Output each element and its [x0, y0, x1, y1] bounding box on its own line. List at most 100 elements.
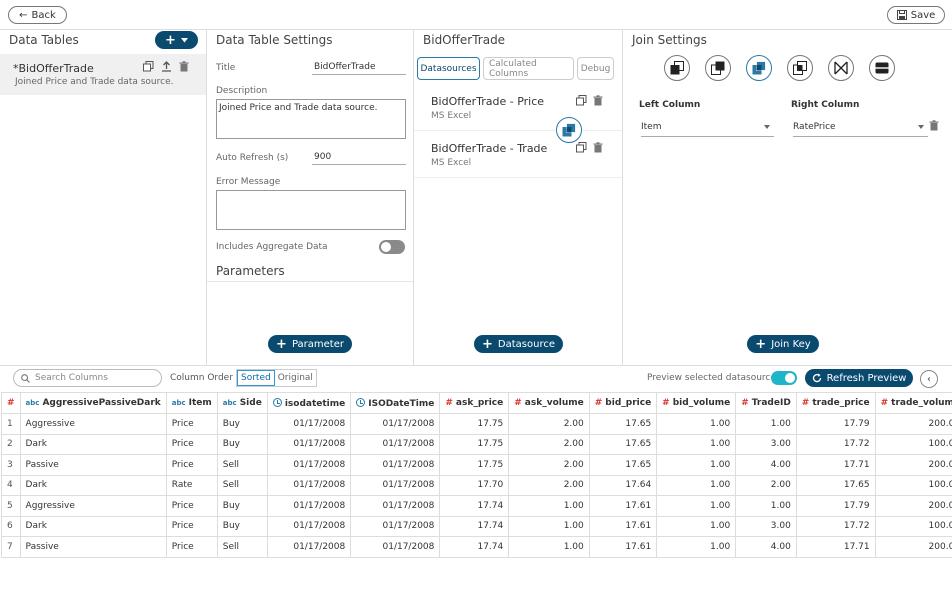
column-header[interactable]: # ask_volume — [508, 392, 590, 414]
tab-debug[interactable]: Debug — [577, 57, 614, 80]
add-data-table-button[interactable]: + — [155, 31, 198, 49]
table-cell: 4.00 — [735, 454, 797, 476]
table-cell: Buy — [216, 433, 268, 455]
trash-icon[interactable] — [929, 120, 939, 131]
column-order-label: Column Order — [170, 373, 233, 383]
table-cell: 2 — [1, 433, 21, 455]
column-header[interactable]: # TradeID — [735, 392, 797, 414]
add-parameter-label: Parameter — [291, 338, 344, 350]
aggregate-data-toggle[interactable] — [379, 240, 405, 254]
table-row: 5 Aggressive Price Buy 01/17/2008 01/17/2008 1… — [1, 495, 952, 517]
union-join-icon — [875, 62, 889, 74]
auto-refresh-input[interactable]: 900 — [312, 152, 406, 165]
add-join-key-button[interactable]: + Join Key — [747, 335, 819, 353]
plus-icon: + — [165, 32, 176, 48]
floppy-disk-icon — [896, 10, 907, 20]
chevron-down-icon — [918, 125, 924, 129]
row-number-header: # — [1, 392, 21, 414]
error-message-textarea[interactable] — [216, 190, 406, 230]
chevron-left-icon: ‹ — [927, 373, 931, 385]
column-order-toggle: Sorted Original — [236, 369, 317, 387]
left-column-value: Item — [641, 122, 662, 132]
tab-datasources[interactable]: Datasources — [417, 57, 480, 80]
save-button[interactable]: Save — [887, 6, 945, 24]
auto-refresh-label: Auto Refresh (s) — [216, 153, 289, 163]
copy-icon[interactable] — [576, 142, 587, 153]
table-cell: 01/17/2008 — [350, 454, 441, 476]
left-join-button[interactable] — [664, 55, 690, 81]
column-header[interactable]: # bid_price — [588, 392, 658, 414]
sorted-option[interactable]: Sorted — [237, 370, 275, 386]
number-type-icon: # — [594, 398, 603, 408]
back-label: Back — [31, 9, 56, 21]
right-column-select[interactable]: RatePrice — [793, 122, 928, 137]
table-cell: Price — [165, 413, 218, 435]
refresh-preview-button[interactable]: Refresh Preview — [805, 369, 913, 387]
table-row: 1 Aggressive Price Buy 01/17/2008 01/17/2008 1… — [1, 413, 952, 435]
join-settings-title: Join Settings — [632, 33, 707, 47]
outer-join-icon — [793, 61, 807, 75]
column-header[interactable]: # ask_price — [439, 392, 510, 414]
add-datasource-button[interactable]: + Datasource — [474, 335, 563, 353]
title-label: Title — [216, 63, 236, 73]
outer-join-button[interactable] — [787, 55, 813, 81]
union-join-button[interactable] — [869, 55, 895, 81]
title-input[interactable]: BidOfferTrade — [312, 62, 406, 75]
search-icon — [21, 374, 30, 383]
datasource-item-price[interactable]: BidOfferTrade - Price MS Excel — [414, 85, 622, 131]
column-header[interactable]: abc AggressivePassiveDark — [19, 392, 167, 414]
copy-icon[interactable] — [143, 61, 154, 72]
number-type-icon: # — [880, 398, 889, 408]
table-cell: 1.00 — [735, 413, 797, 435]
trash-icon[interactable] — [593, 95, 603, 106]
column-header[interactable]: #trade_volume — [874, 392, 952, 414]
back-button[interactable]: ← Back — [8, 6, 67, 24]
original-option[interactable]: Original — [277, 373, 313, 383]
column-header[interactable]: ISODateTime — [350, 392, 441, 414]
table-cell: 17.61 — [588, 495, 658, 517]
column-header[interactable]: isodatetime — [266, 392, 352, 414]
number-type-icon: # — [445, 398, 453, 408]
data-tables-panel: Data Tables + *BidOfferTrade Joined Pric… — [0, 30, 207, 365]
tab-calculated-columns[interactable]: Calculated Columns — [483, 57, 574, 80]
table-cell: 17.65 — [795, 474, 876, 496]
export-icon[interactable] — [161, 61, 172, 72]
copy-icon[interactable] — [576, 95, 587, 106]
table-cell: 3.00 — [735, 515, 797, 537]
left-column-select[interactable]: Item — [641, 122, 774, 137]
table-cell: Dark — [19, 433, 167, 455]
datasource-item-trade[interactable]: BidOfferTrade - Trade MS Excel — [414, 132, 622, 178]
table-cell: 17.79 — [795, 413, 876, 435]
inner-join-icon — [752, 61, 766, 75]
bowtie-join-button[interactable] — [828, 55, 854, 81]
preview-selected-toggle[interactable] — [771, 371, 797, 385]
description-textarea[interactable]: Joined Price and Trade data source. — [216, 99, 406, 139]
table-cell: 17.61 — [588, 515, 658, 537]
column-header[interactable]: abc Item — [165, 392, 218, 414]
data-table-item[interactable]: *BidOfferTrade Joined Price and Trade da… — [0, 54, 206, 95]
right-join-icon — [711, 61, 725, 75]
table-cell: 17.75 — [439, 454, 510, 476]
table-cell: Passive — [19, 454, 167, 476]
table-cell: 200.00 — [874, 536, 952, 558]
inner-join-button[interactable] — [746, 55, 772, 81]
search-columns-input[interactable]: Search Columns — [13, 369, 162, 387]
column-header[interactable]: abc Side — [216, 392, 268, 414]
table-cell: 1.00 — [656, 454, 737, 476]
trash-icon[interactable] — [179, 61, 189, 72]
table-cell: 17.65 — [588, 433, 658, 455]
column-header[interactable]: # trade_price — [795, 392, 876, 414]
table-cell: 17.72 — [795, 433, 876, 455]
right-join-button[interactable] — [705, 55, 731, 81]
add-parameter-button[interactable]: + Parameter — [268, 335, 352, 353]
table-cell: 01/17/2008 — [266, 433, 352, 455]
datasource-type: MS Excel — [431, 111, 472, 121]
datasources-panel-title: BidOfferTrade — [423, 33, 506, 47]
column-header[interactable]: # bid_volume — [656, 392, 737, 414]
collapse-panel-button[interactable]: ‹ — [920, 370, 938, 388]
datasource-name: BidOfferTrade - Trade — [431, 142, 548, 155]
table-cell: 200.00 — [874, 495, 952, 517]
trash-icon[interactable] — [593, 142, 603, 153]
column-header-label: Side — [239, 398, 262, 408]
join-type-indicator[interactable] — [556, 117, 582, 143]
